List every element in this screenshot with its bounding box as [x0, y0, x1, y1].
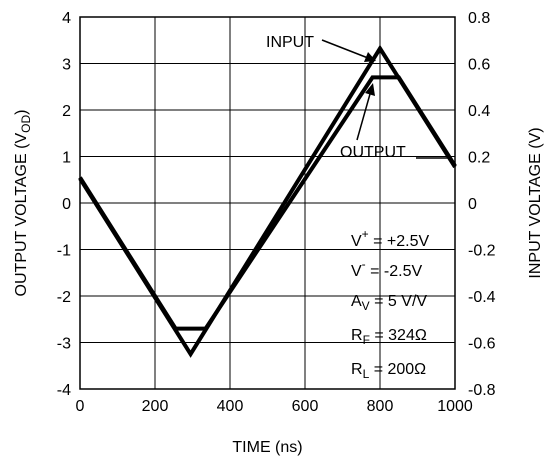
x-axis-title: TIME (ns) — [232, 439, 302, 456]
y-right-tick-label: 0 — [468, 196, 477, 213]
output-arrowhead — [365, 83, 375, 96]
y-left-tick-label: 1 — [62, 150, 71, 167]
condition-text: V+ = +2.5V — [351, 227, 430, 250]
x-tick-label: 400 — [217, 398, 244, 415]
y-axis-right-title: INPUT VOLTAGE (V) — [527, 127, 544, 278]
y-right-tick-label: 0.4 — [468, 103, 490, 120]
annotations: INPUT OUTPUT V+ = +2.5V V- = -2.5V AV = 5 V/… — [266, 34, 451, 381]
y-left-tick-label: 0 — [62, 196, 71, 213]
y-right-tick-label: -0.8 — [468, 382, 496, 399]
output-arrow — [356, 93, 371, 141]
y-axis-left-title: OUTPUT VOLTAGE (VOD) — [13, 110, 33, 297]
y-right-tick-label: 0.2 — [468, 150, 490, 167]
y-right-tick-label: -0.2 — [468, 243, 496, 260]
condition-text: RL = 200Ω — [351, 361, 426, 381]
y-left-tick-label: -2 — [57, 289, 71, 306]
plot-frame — [79, 16, 456, 390]
input-label: INPUT — [266, 34, 314, 51]
y-left-tick-label: -3 — [57, 336, 71, 353]
y-left-tick-label: 3 — [62, 57, 71, 74]
x-tick-label: 0 — [76, 398, 85, 415]
input-arrow — [321, 39, 369, 59]
y-right-tick-label: -0.6 — [468, 336, 496, 353]
grid-lines — [80, 17, 455, 389]
tick-labels: 0 200 400 600 800 1000 4 0.8 3 0.6 2 0.4 1 0.2 0 0 -1 -0.… — [57, 10, 496, 415]
series-line-output — [78, 75, 457, 331]
x-tick-label: 200 — [142, 398, 169, 415]
output-label: OUTPUT — [340, 144, 406, 161]
y-left-tick-label: 2 — [62, 103, 71, 120]
y-right-tick-label: -0.4 — [468, 289, 496, 306]
condition-text: V- = -2.5V — [351, 257, 422, 280]
x-tick-label: 600 — [292, 398, 319, 415]
condition-text: AV = 5 V/V — [351, 293, 427, 313]
x-tick-label: 1000 — [437, 398, 473, 415]
y-left-tick-label: 4 — [62, 10, 71, 27]
series-layer — [78, 44, 457, 358]
y-left-tick-label: -1 — [57, 243, 71, 260]
y-right-tick-label: 0.6 — [468, 57, 490, 74]
x-tick-label: 800 — [367, 398, 394, 415]
condition-text: RF = 324Ω — [351, 327, 427, 347]
y-left-tick-label: -4 — [57, 382, 71, 399]
y-right-tick-label: 0.8 — [468, 10, 490, 27]
input-arrowhead — [364, 52, 376, 62]
